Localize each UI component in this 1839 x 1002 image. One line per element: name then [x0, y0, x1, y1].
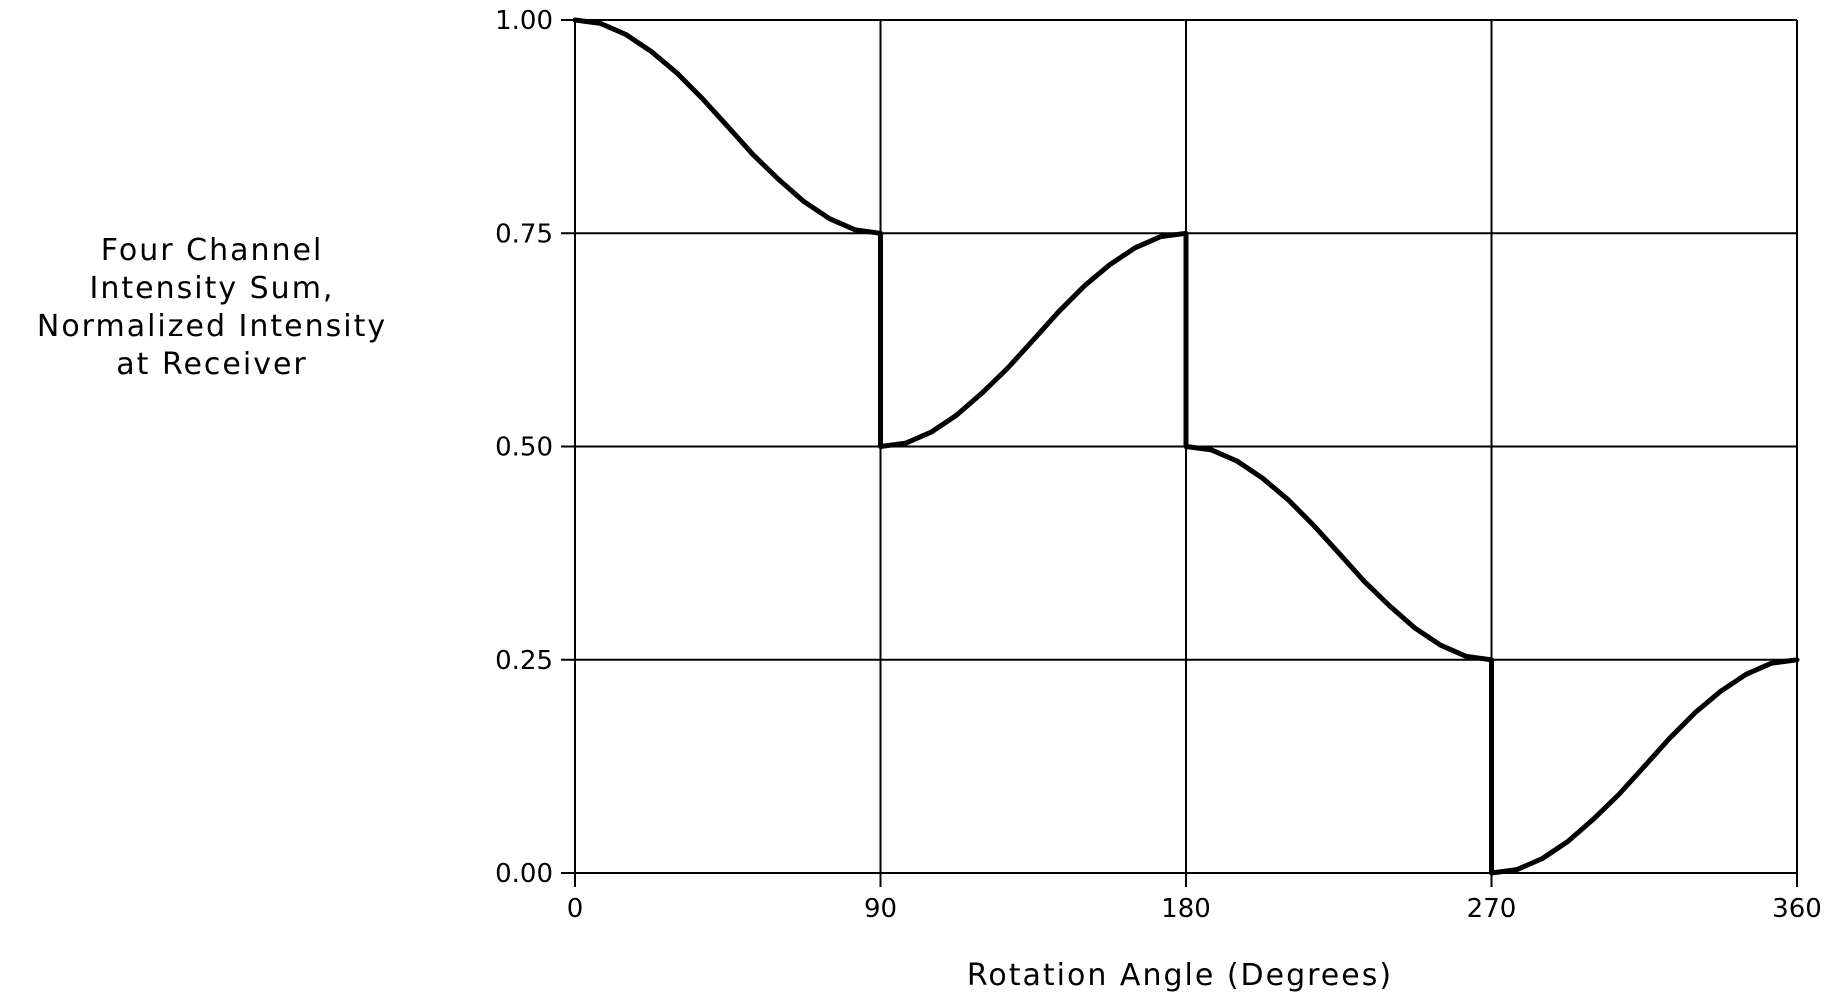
tick-label-layer: 0 90 180 270 360 0.00 0.25 0.50 0.75 1.00	[495, 6, 1822, 924]
y-tick-label: 0.25	[495, 646, 553, 676]
y-tick-label: 0.50	[495, 433, 553, 463]
x-tick-label: 270	[1467, 894, 1517, 924]
y-axis-title-line-2: Intensity Sum,	[90, 271, 335, 306]
series-layer	[572, 17, 1800, 876]
y-tick-label: 0.00	[495, 859, 553, 889]
x-tick-label: 180	[1161, 894, 1211, 924]
y-axis-title: Four Channel Intensity Sum, Normalized I…	[37, 233, 387, 382]
y-axis-title-line-4: at Receiver	[116, 347, 307, 382]
y-axis-title-line-1: Four Channel	[101, 233, 324, 268]
x-tick-label: 90	[864, 894, 897, 924]
y-tick-label: 0.75	[495, 219, 553, 249]
x-tick-label: 360	[1772, 894, 1822, 924]
x-tick-label: 0	[567, 894, 584, 924]
y-axis-title-line-3: Normalized Intensity	[37, 309, 387, 344]
series-line	[572, 17, 1800, 876]
x-axis-title: Rotation Angle (Degrees)	[967, 958, 1393, 993]
y-tick-label: 1.00	[495, 6, 553, 36]
